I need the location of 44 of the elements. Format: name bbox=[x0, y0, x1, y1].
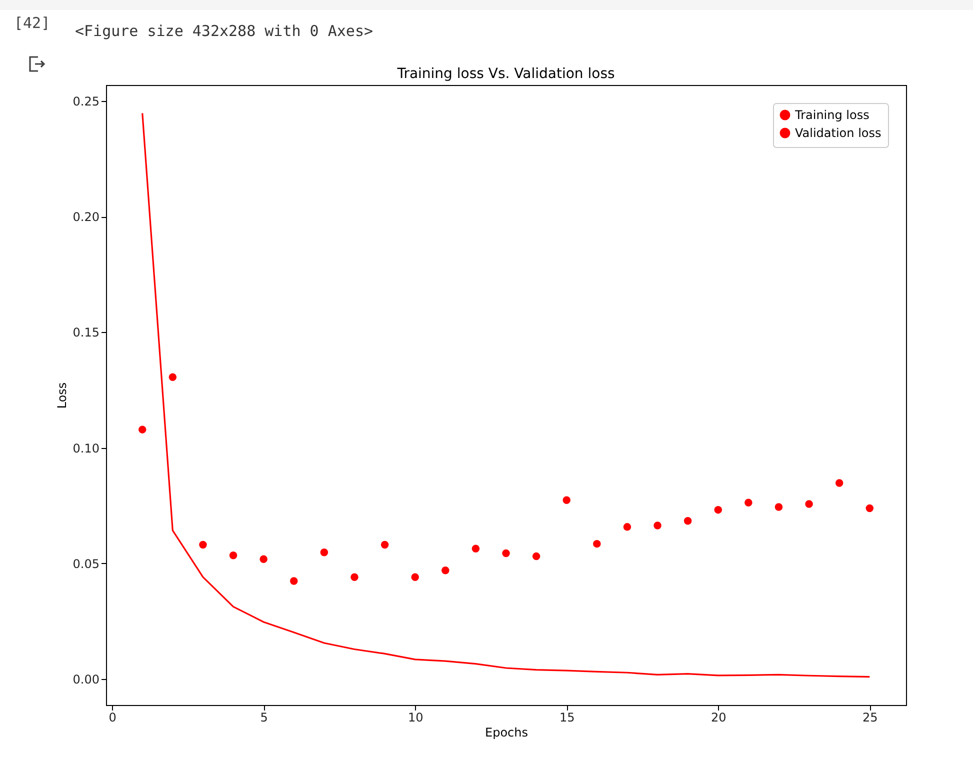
y-tick-label: 0.15 bbox=[72, 326, 100, 340]
y-tick-label: 0.05 bbox=[72, 556, 100, 571]
point bbox=[320, 548, 328, 556]
y-axis-title: Loss bbox=[54, 382, 69, 409]
point bbox=[199, 540, 207, 549]
legend-label: Training loss bbox=[794, 108, 870, 122]
text: <Figure size 432x288 with 0 Axes> bbox=[75, 22, 374, 40]
chart-title: Training loss Vs. Validation loss bbox=[396, 66, 615, 82]
legend-label: Validation loss bbox=[795, 126, 882, 140]
point bbox=[350, 573, 358, 581]
point bbox=[623, 523, 632, 531]
point bbox=[744, 498, 752, 507]
x-axis-title: Epochs bbox=[485, 726, 528, 740]
point bbox=[168, 373, 177, 381]
y-tick-label: 0.25 bbox=[72, 94, 100, 108]
point bbox=[654, 522, 662, 530]
point bbox=[866, 504, 874, 512]
point bbox=[502, 549, 510, 558]
point bbox=[835, 479, 844, 487]
text: [42] bbox=[14, 14, 50, 32]
x-tick-label: 15 bbox=[559, 710, 575, 724]
y-tick-label: 0.00 bbox=[72, 672, 100, 687]
y-tick-label: 0.20 bbox=[72, 210, 100, 224]
x-tick-label: 20 bbox=[710, 710, 726, 724]
x-tick-label: 0 bbox=[108, 710, 116, 724]
point bbox=[472, 544, 480, 553]
point bbox=[229, 552, 238, 560]
point bbox=[593, 540, 601, 548]
x-tick-label: 5 bbox=[260, 710, 268, 724]
point bbox=[562, 496, 570, 504]
point bbox=[138, 426, 146, 434]
x-tick-label: 10 bbox=[408, 710, 424, 724]
point bbox=[805, 500, 813, 508]
point bbox=[774, 503, 783, 511]
point bbox=[290, 577, 298, 585]
x-tick-label: 25 bbox=[862, 710, 878, 724]
point bbox=[380, 540, 389, 549]
y-tick-label: 0.10 bbox=[72, 441, 100, 456]
point bbox=[411, 573, 419, 581]
point bbox=[532, 552, 540, 560]
point bbox=[684, 517, 692, 525]
point bbox=[260, 555, 268, 563]
point bbox=[442, 566, 450, 574]
point bbox=[714, 506, 722, 514]
